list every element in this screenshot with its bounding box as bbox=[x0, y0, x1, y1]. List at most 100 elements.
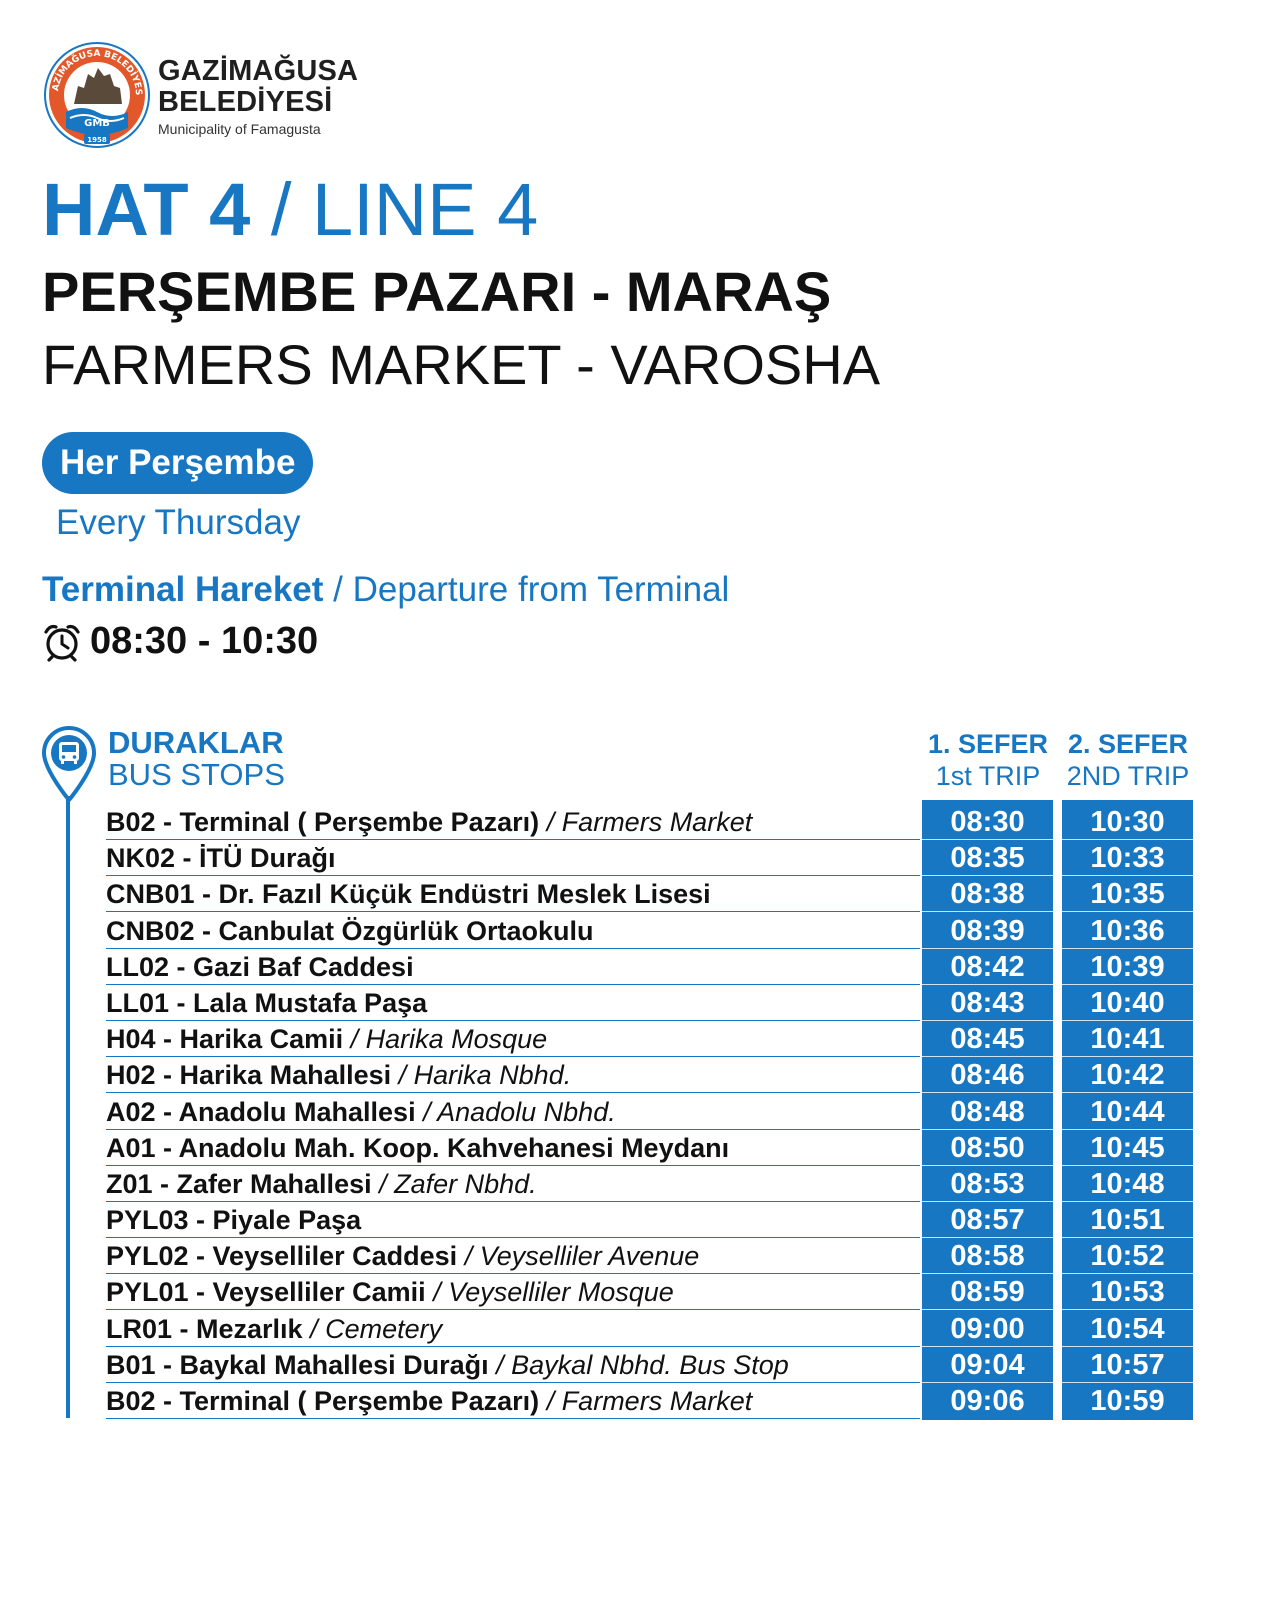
row-divider bbox=[106, 1056, 920, 1058]
stop-name: A01 - Anadolu Mah. Koop. Kahvehanesi Mey… bbox=[106, 1132, 730, 1163]
trip2-time: 10:45 bbox=[1090, 1131, 1165, 1164]
row-divider bbox=[106, 875, 920, 877]
table-row: H02 - Harika Mahallesi / Harika Nbhd. 08… bbox=[106, 1057, 1194, 1094]
row-divider bbox=[106, 1381, 920, 1383]
trip2-column bbox=[1062, 800, 1193, 1420]
table-row: A02 - Anadolu Mahallesi / Anadolu Nbhd. … bbox=[106, 1094, 1194, 1130]
row-divider bbox=[922, 947, 1053, 949]
line-title-hat: HAT 4 bbox=[42, 168, 251, 251]
row-divider bbox=[106, 1164, 920, 1166]
row-divider bbox=[1062, 911, 1193, 913]
row-divider bbox=[106, 1345, 920, 1347]
trip1-time: 08:46 bbox=[950, 1059, 1025, 1092]
municipality-seal-icon: GAZİMAĞUSA BELEDİYESİ GMB 1958 bbox=[44, 42, 150, 148]
stop-name: CNB02 - Canbulat Özgürlük Ortaokulu bbox=[106, 915, 594, 946]
trip1-time: 08:43 bbox=[950, 986, 1025, 1019]
stop-name: PYL02 - Veyselliler Caddesi / Veysellile… bbox=[106, 1241, 700, 1272]
svg-text:GMB: GMB bbox=[84, 118, 110, 129]
row-divider bbox=[922, 1128, 1053, 1130]
trip2-time: 10:41 bbox=[1090, 1023, 1165, 1056]
table-row: CNB01 - Dr. Fazıl Küçük Endüstri Meslek … bbox=[106, 876, 1194, 913]
trip1-time: 08:57 bbox=[950, 1204, 1025, 1237]
brand-subtitle: Municipality of Famagusta bbox=[158, 121, 321, 137]
trip1-time: 08:48 bbox=[950, 1095, 1025, 1128]
row-divider bbox=[922, 1345, 1053, 1347]
row-divider bbox=[106, 983, 920, 985]
table-row: PYL03 - Piyale Paşa 08:57 10:51 bbox=[106, 1202, 1194, 1239]
trip1-time: 08:50 bbox=[950, 1131, 1025, 1164]
departure-label-en: Departure from Terminal bbox=[352, 570, 730, 609]
row-divider bbox=[922, 1309, 1053, 1311]
line-title-line: LINE 4 bbox=[312, 168, 539, 251]
route-timeline bbox=[66, 796, 70, 1418]
row-divider bbox=[1062, 1019, 1193, 1021]
row-divider bbox=[106, 947, 920, 949]
trip2-time: 10:36 bbox=[1090, 914, 1165, 947]
stop-name: A02 - Anadolu Mahallesi / Anadolu Nbhd. bbox=[106, 1096, 616, 1127]
trip2-time: 10:54 bbox=[1090, 1312, 1165, 1345]
row-divider bbox=[1062, 875, 1193, 877]
row-divider bbox=[922, 1273, 1053, 1275]
trip1-time: 09:00 bbox=[950, 1312, 1025, 1345]
row-divider bbox=[1062, 983, 1193, 985]
trip1-time: 08:42 bbox=[950, 950, 1025, 983]
row-divider bbox=[922, 839, 1053, 840]
row-divider bbox=[922, 875, 1053, 877]
row-divider bbox=[106, 1418, 920, 1419]
trip1-time: 08:58 bbox=[950, 1240, 1025, 1273]
row-divider bbox=[922, 1019, 1053, 1021]
row-divider bbox=[106, 1019, 920, 1021]
row-divider bbox=[922, 911, 1053, 913]
row-divider bbox=[1062, 1345, 1193, 1347]
stop-name: NK02 - İTÜ Durağı bbox=[106, 843, 336, 874]
row-divider bbox=[922, 1092, 1053, 1094]
bus-stop-pin-icon bbox=[41, 726, 97, 802]
trip1-time: 08:53 bbox=[950, 1167, 1025, 1200]
trip1-heading: 1. SEFER 1st TRIP bbox=[918, 728, 1058, 792]
table-row: PYL01 - Veyselliler Camii / Veyselliler … bbox=[106, 1274, 1194, 1311]
trip2-time: 10:39 bbox=[1090, 950, 1165, 983]
trip1-time: 09:06 bbox=[950, 1385, 1025, 1417]
stop-name: CNB01 - Dr. Fazıl Küçük Endüstri Meslek … bbox=[106, 879, 711, 910]
trip1-heading-en: 1st TRIP bbox=[935, 761, 1041, 791]
row-divider bbox=[1062, 1381, 1193, 1383]
trip1-time: 08:30 bbox=[950, 806, 1025, 838]
trip1-time: 09:04 bbox=[950, 1348, 1025, 1381]
trip2-time: 10:40 bbox=[1090, 986, 1165, 1019]
trip2-heading: 2. SEFER 2ND TRIP bbox=[1058, 728, 1198, 792]
trip2-time: 10:42 bbox=[1090, 1059, 1165, 1092]
route-title-tr: PERŞEMBE PAZARI - MARAŞ bbox=[42, 260, 832, 323]
row-divider bbox=[106, 1200, 920, 1202]
row-divider bbox=[922, 1381, 1053, 1383]
row-divider bbox=[1062, 1128, 1193, 1130]
table-row: B02 - Terminal ( Perşembe Pazarı) / Farm… bbox=[106, 1383, 1194, 1419]
brand-name: GAZİMAĞUSA BELEDİYESİ bbox=[158, 56, 358, 118]
row-divider bbox=[106, 911, 920, 913]
row-divider bbox=[922, 1200, 1053, 1202]
table-row: LL01 - Lala Mustafa Paşa 08:43 10:40 bbox=[106, 985, 1194, 1021]
table-row: B02 - Terminal ( Perşembe Pazarı) / Farm… bbox=[106, 804, 1194, 840]
table-row: NK02 - İTÜ Durağı 08:35 10:33 bbox=[106, 840, 1194, 877]
trip2-heading-en: 2ND TRIP bbox=[1066, 761, 1190, 791]
row-divider bbox=[106, 1309, 920, 1311]
trip1-time: 08:59 bbox=[950, 1276, 1025, 1309]
stop-name: LL02 - Gazi Baf Caddesi bbox=[106, 951, 414, 982]
row-divider bbox=[106, 839, 920, 840]
table-row: LR01 - Mezarlık / Cemetery 09:00 10:54 bbox=[106, 1311, 1194, 1347]
table-row: Z01 - Zafer Mahallesi / Zafer Nbhd. 08:5… bbox=[106, 1166, 1194, 1202]
row-divider bbox=[1062, 1273, 1193, 1275]
departure-times: 08:30 - 10:30 bbox=[90, 620, 319, 662]
trip1-time: 08:45 bbox=[950, 1023, 1025, 1056]
stops-heading-tr: DURAKLAR bbox=[108, 725, 284, 760]
trip2-time: 10:48 bbox=[1090, 1167, 1165, 1200]
day-badge: Her Perşembe bbox=[42, 432, 314, 494]
departure-label-tr: Terminal Hareket bbox=[42, 570, 324, 609]
stop-name: H02 - Harika Mahallesi / Harika Nbhd. bbox=[106, 1060, 572, 1091]
trip2-time: 10:53 bbox=[1090, 1276, 1165, 1309]
stops-table: B02 - Terminal ( Perşembe Pazarı) / Farm… bbox=[106, 804, 1194, 1419]
stops-heading-en: BUS STOPS bbox=[108, 757, 285, 792]
brand-name-line1: GAZİMAĞUSA bbox=[158, 55, 359, 87]
stop-name: B01 - Baykal Mahallesi Durağı / Baykal N… bbox=[106, 1349, 789, 1380]
row-divider bbox=[1062, 1237, 1193, 1239]
trip2-time: 10:51 bbox=[1090, 1204, 1165, 1237]
